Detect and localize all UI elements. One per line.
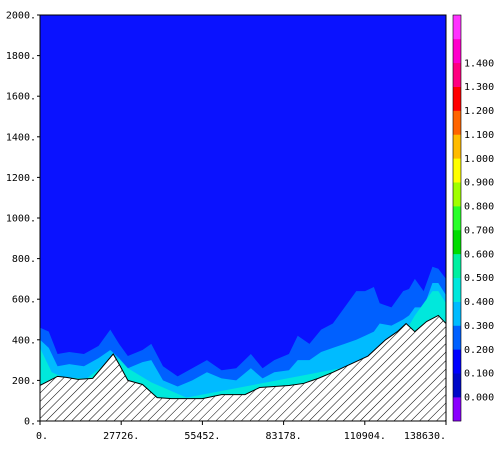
- x-tick-label: 83178.: [266, 431, 302, 442]
- y-tick-label: 1000.: [6, 214, 36, 225]
- x-tick-label: 27726.: [103, 431, 139, 442]
- colorbar-label: 0.500: [464, 273, 494, 284]
- x-tick-label: 55452.: [184, 431, 220, 442]
- colorbar-segment: [453, 182, 461, 207]
- colorbar-label: 0.400: [464, 297, 494, 308]
- colorbar-label: 1.400: [464, 58, 494, 69]
- colorbar-segment: [453, 134, 461, 159]
- colorbar-segment: [453, 206, 461, 231]
- colorbar-segment: [453, 301, 461, 326]
- y-tick-label: 200.: [12, 376, 36, 387]
- colorbar-label: 1.300: [464, 82, 494, 93]
- colorbar-label: 1.100: [464, 130, 494, 141]
- colorbar-label: 1.000: [464, 154, 494, 165]
- terrain: [40, 315, 446, 421]
- colorbar-segment: [453, 397, 461, 422]
- colorbar-label: 0.700: [464, 225, 494, 236]
- colorbar-label: 0.000: [464, 393, 494, 404]
- colorbar-segment: [453, 373, 461, 398]
- colorbar-label: 0.200: [464, 345, 494, 356]
- y-tick-label: 1600.: [6, 92, 36, 103]
- colorbar-label: 0.600: [464, 249, 494, 260]
- colorbar-segment: [453, 15, 461, 40]
- colorbar-segment: [453, 38, 461, 64]
- y-tick-label: 800.: [12, 254, 36, 265]
- colorbar-segment: [453, 253, 461, 279]
- colorbar-segment: [453, 229, 461, 255]
- colorbar-segment: [453, 110, 461, 135]
- y-tick-label: 2000.: [6, 11, 36, 22]
- terrain-outline: [39, 314, 447, 400]
- y-tick-label: 400.: [12, 335, 36, 346]
- y-tick-label: 1200.: [6, 173, 36, 184]
- colorbar-label: 0.800: [464, 202, 494, 213]
- y-tick-label: 1800.: [6, 51, 36, 62]
- colorbar-segment: [453, 325, 461, 350]
- colorbar-segment: [453, 277, 461, 302]
- colorbar-segment: [453, 349, 461, 374]
- y-tick-label: 0.: [24, 417, 36, 428]
- colorbar: 0.000 0.100 0.200 0.300 0.400 0.500 0.600 0.700…: [452, 14, 494, 422]
- colorbar-segment: [453, 86, 461, 111]
- colorbar-frame: [452, 14, 462, 422]
- x-tick-label: 138630.: [404, 431, 446, 442]
- colorbar-label: 0.300: [464, 321, 494, 332]
- y-tick-label: 1400.: [6, 132, 36, 143]
- x-tick-label: 0.: [36, 431, 48, 442]
- colorbar-segment: [453, 158, 461, 183]
- colorbar-label: 1.200: [464, 106, 494, 117]
- colorbar-label: 0.900: [464, 178, 494, 189]
- axes: 0. 27726. 55452. 83178. 110904. 138630. 0. 200.…: [6, 11, 447, 442]
- x-tick-label: 110904.: [344, 431, 386, 442]
- plot-area: [39, 15, 447, 421]
- y-tick-label: 600.: [12, 295, 36, 306]
- colorbar-label: 0.100: [464, 369, 494, 380]
- colorbar-segment: [453, 62, 461, 87]
